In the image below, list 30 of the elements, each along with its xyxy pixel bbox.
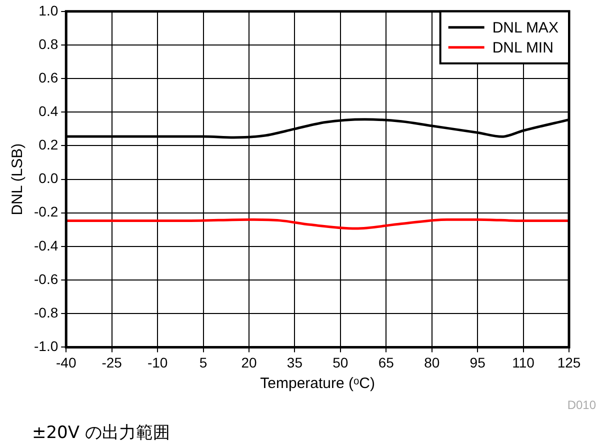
x-tick-label: 125 [557,354,581,370]
x-tick-label: -25 [102,354,122,370]
x-tick-label: 110 [512,354,535,370]
text: ±20V の出力範囲 [32,423,170,443]
x-tick-label: 50 [332,354,348,370]
x-tick-label: 80 [424,354,440,370]
y-tick-label: 0.4 [38,103,58,119]
x-tick-label: 20 [241,354,257,370]
x-tick-label: -40 [56,354,76,370]
x-tick-label: 65 [378,354,394,370]
line-series [66,218,569,230]
x-tick-label: 95 [470,354,486,370]
legend-label: DNL MAX [492,20,558,37]
x-axis-title: Temperature (ᵒC) [260,375,375,392]
y-tick-label: -0.8 [34,304,58,320]
y-tick-label: -0.6 [34,270,58,287]
x-tick-label: 35 [286,354,303,370]
y-tick-label: -1.0 [34,338,58,354]
legend-label: DNL MIN [492,40,554,57]
y-tick-label: 0.8 [38,36,58,52]
y-tick-label: 0.2 [38,136,58,153]
text: D010 [567,398,596,412]
y-tick-label: -0.4 [34,237,58,254]
y-tick-label: 1.0 [38,2,58,18]
y-tick-label: -0.2 [34,204,58,220]
y-tick-label: 0.0 [38,170,58,186]
y-tick-label: 0.6 [38,69,58,86]
y-axis-title: DNL (LSB) [9,143,26,216]
x-tick-label: 5 [199,354,208,370]
x-tick-label: -10 [147,354,168,370]
